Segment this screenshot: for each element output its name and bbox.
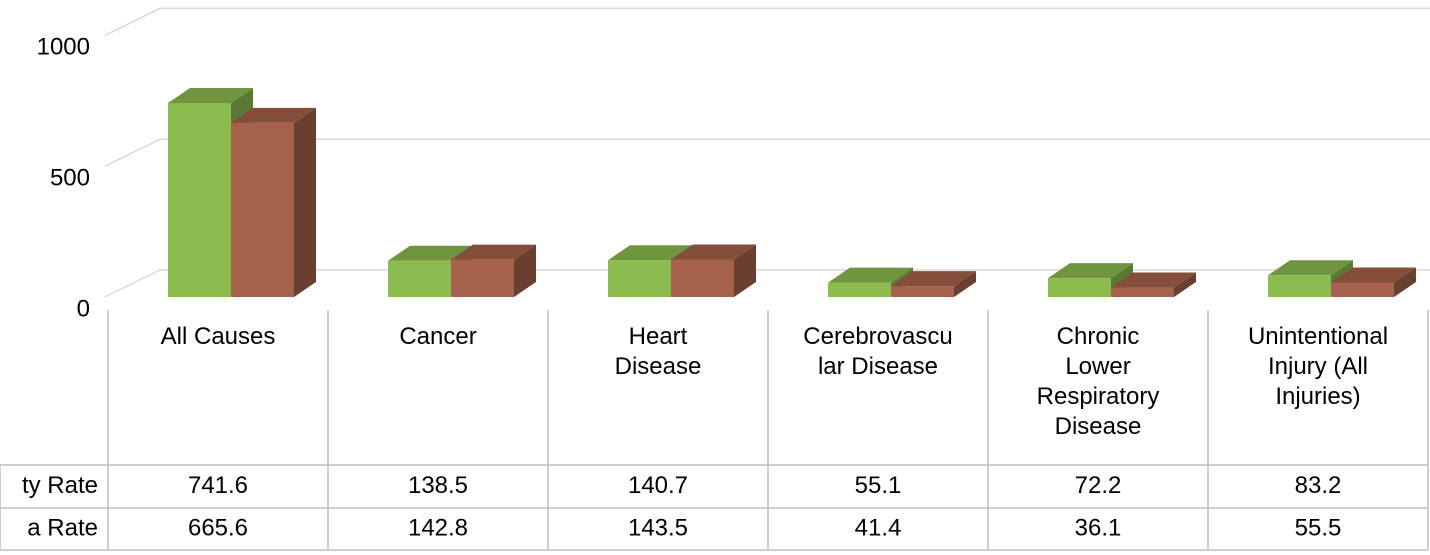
bar-front: [168, 103, 231, 297]
bar-front: [388, 260, 451, 297]
bar-front: [1268, 275, 1331, 297]
bar-front: [1331, 282, 1394, 297]
table-value: 72.2: [1075, 472, 1122, 499]
table-value: 55.5: [1295, 514, 1342, 541]
bar-side: [294, 107, 316, 297]
bar-top: [891, 271, 976, 287]
bar: [1331, 267, 1416, 297]
table-value: 142.8: [408, 514, 468, 541]
bar-top: [1048, 263, 1133, 279]
bar-top: [608, 245, 693, 261]
grid-line: [104, 138, 1430, 167]
grid-line: [104, 7, 1430, 37]
bar-top: [168, 88, 253, 103]
bar-top: [671, 244, 756, 260]
bar-top: [388, 245, 473, 261]
bar-front: [1048, 278, 1111, 297]
y-tick-label: 1000: [37, 34, 90, 61]
category-label: All Causes: [161, 323, 276, 350]
legend-label: a Rate: [27, 514, 98, 541]
bar: [671, 244, 756, 297]
y-tick-label: 0: [77, 295, 90, 322]
bar: [1048, 263, 1133, 297]
bar-front: [891, 286, 954, 297]
bar-front: [828, 282, 891, 297]
bar-top: [451, 244, 536, 260]
bar-top: [828, 267, 913, 283]
legend-label: ty Rate: [22, 472, 98, 499]
bar-top: [231, 107, 316, 123]
bar-top: [1111, 272, 1196, 288]
bar-side: [734, 244, 756, 297]
category-label: Cancer: [399, 323, 476, 350]
category-label: Heart Disease: [615, 323, 702, 380]
bar-front: [1111, 287, 1174, 297]
table-value: 36.1: [1075, 514, 1122, 541]
table-value: 138.5: [408, 472, 468, 499]
category-label: Unintentional Injury (All Injuries): [1248, 323, 1388, 410]
table-value: 143.5: [628, 514, 688, 541]
table-value: 741.6: [188, 472, 248, 499]
bar-top: [1268, 260, 1353, 276]
table-value: 41.4: [855, 514, 902, 541]
bar-side: [954, 271, 976, 297]
bar-side: [514, 244, 536, 297]
grid-line: [104, 269, 1430, 298]
bar: [231, 107, 316, 297]
table-value: 665.6: [188, 514, 248, 541]
bar-front: [671, 259, 734, 297]
bar-side: [1394, 267, 1416, 297]
bar: [451, 244, 536, 297]
bar-front: [608, 260, 671, 297]
bar-top: [1331, 267, 1416, 283]
table-value: 140.7: [628, 472, 688, 499]
bar: [1111, 272, 1196, 297]
y-tick-label: 500: [50, 165, 90, 192]
category-label: Chronic Lower Respiratory Disease: [1037, 323, 1160, 440]
bar-side: [1174, 272, 1196, 297]
bar-front: [451, 259, 514, 297]
bar-front: [231, 122, 294, 297]
table-value: 55.1: [855, 472, 902, 499]
category-label: Cerebrovascu lar Disease: [803, 323, 952, 380]
table-value: 83.2: [1295, 472, 1342, 499]
bar: [891, 271, 976, 297]
